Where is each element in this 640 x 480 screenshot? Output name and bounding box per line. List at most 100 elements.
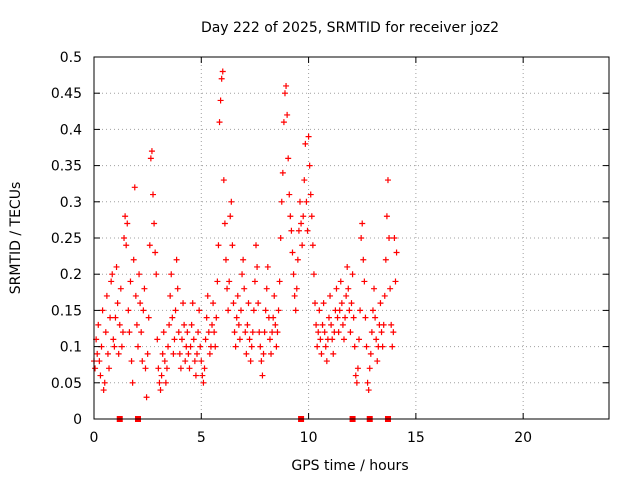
data-point [181,321,188,328]
data-point [307,191,314,198]
data-point [365,387,372,394]
data-point [340,336,347,343]
data-point [194,350,200,357]
data-point [305,133,312,140]
data-point [171,336,178,343]
data-point [232,343,239,350]
data-point [358,235,365,241]
data-point [148,148,155,155]
data-point [204,292,211,299]
data-point [116,321,123,328]
data-point [361,278,368,285]
data-point [192,372,199,379]
data-point [369,307,376,314]
data-point [266,336,273,343]
y-tick-label: 0.25 [51,231,82,247]
data-point [205,329,212,336]
data-point [245,300,252,307]
data-point [249,329,256,336]
y-tick-label: 0.4 [60,122,82,138]
data-point [384,177,391,184]
data-point [321,329,328,336]
data-point [224,285,231,292]
data-point [141,285,148,292]
data-point [159,350,166,357]
data-point [211,329,218,336]
data-point [256,329,263,336]
data-point [310,271,317,278]
data-point [323,358,330,365]
data-point [290,271,297,278]
data-point [380,321,387,328]
x-axis-label: GPS time / hours [291,458,408,474]
data-point [263,285,270,292]
data-point [157,387,164,394]
data-point [309,242,316,249]
data-point [231,329,238,336]
data-point [174,285,181,292]
data-point [156,379,163,386]
data-point [226,278,233,285]
data-point [280,119,287,126]
data-point [175,329,182,336]
data-point [115,350,122,357]
data-point [284,111,291,118]
data-point [314,343,321,350]
data-point [128,358,135,365]
data-point [292,307,299,314]
data-point [196,307,203,314]
data-point [264,263,271,270]
data-point [173,256,180,263]
data-point [348,300,355,307]
data-point [125,307,132,314]
data-point [109,271,116,278]
data-point [210,300,217,307]
data-point [220,177,227,184]
data-point [261,329,268,336]
data-point [338,300,345,307]
data-point [366,365,373,372]
data-point [190,336,197,343]
data-point [334,314,341,321]
data-point [359,220,366,227]
grid-lines [94,57,609,419]
data-point [108,278,115,285]
data-point [342,314,349,321]
data-point [259,372,266,379]
data-point [262,307,269,314]
data-point [94,350,101,357]
data-point [143,394,150,401]
data-point [180,300,187,307]
data-point [178,336,185,343]
data-point [381,292,388,299]
data-point [111,343,118,350]
data-point [203,314,210,321]
data-point [142,365,149,372]
axis-ticks [93,56,609,420]
data-point [271,292,278,299]
data-point [102,329,109,336]
data-point [168,271,175,278]
data-point [312,300,319,307]
data-point [371,285,378,292]
data-point [219,68,226,75]
data-point [176,350,183,357]
data-point [349,271,356,278]
data-point [260,350,267,357]
data-point [140,307,147,314]
data-point [99,307,106,314]
data-point [113,263,120,270]
data-point [95,321,102,328]
data-point [155,365,162,372]
data-point [165,343,172,350]
x-tick-label: 0 [90,430,99,446]
data-point [283,82,290,89]
data-point [97,372,104,379]
data-point [303,198,310,205]
data-point [346,307,353,314]
data-point [360,256,367,263]
data-point [150,191,157,198]
data-point [151,220,158,227]
data-point [237,307,244,314]
